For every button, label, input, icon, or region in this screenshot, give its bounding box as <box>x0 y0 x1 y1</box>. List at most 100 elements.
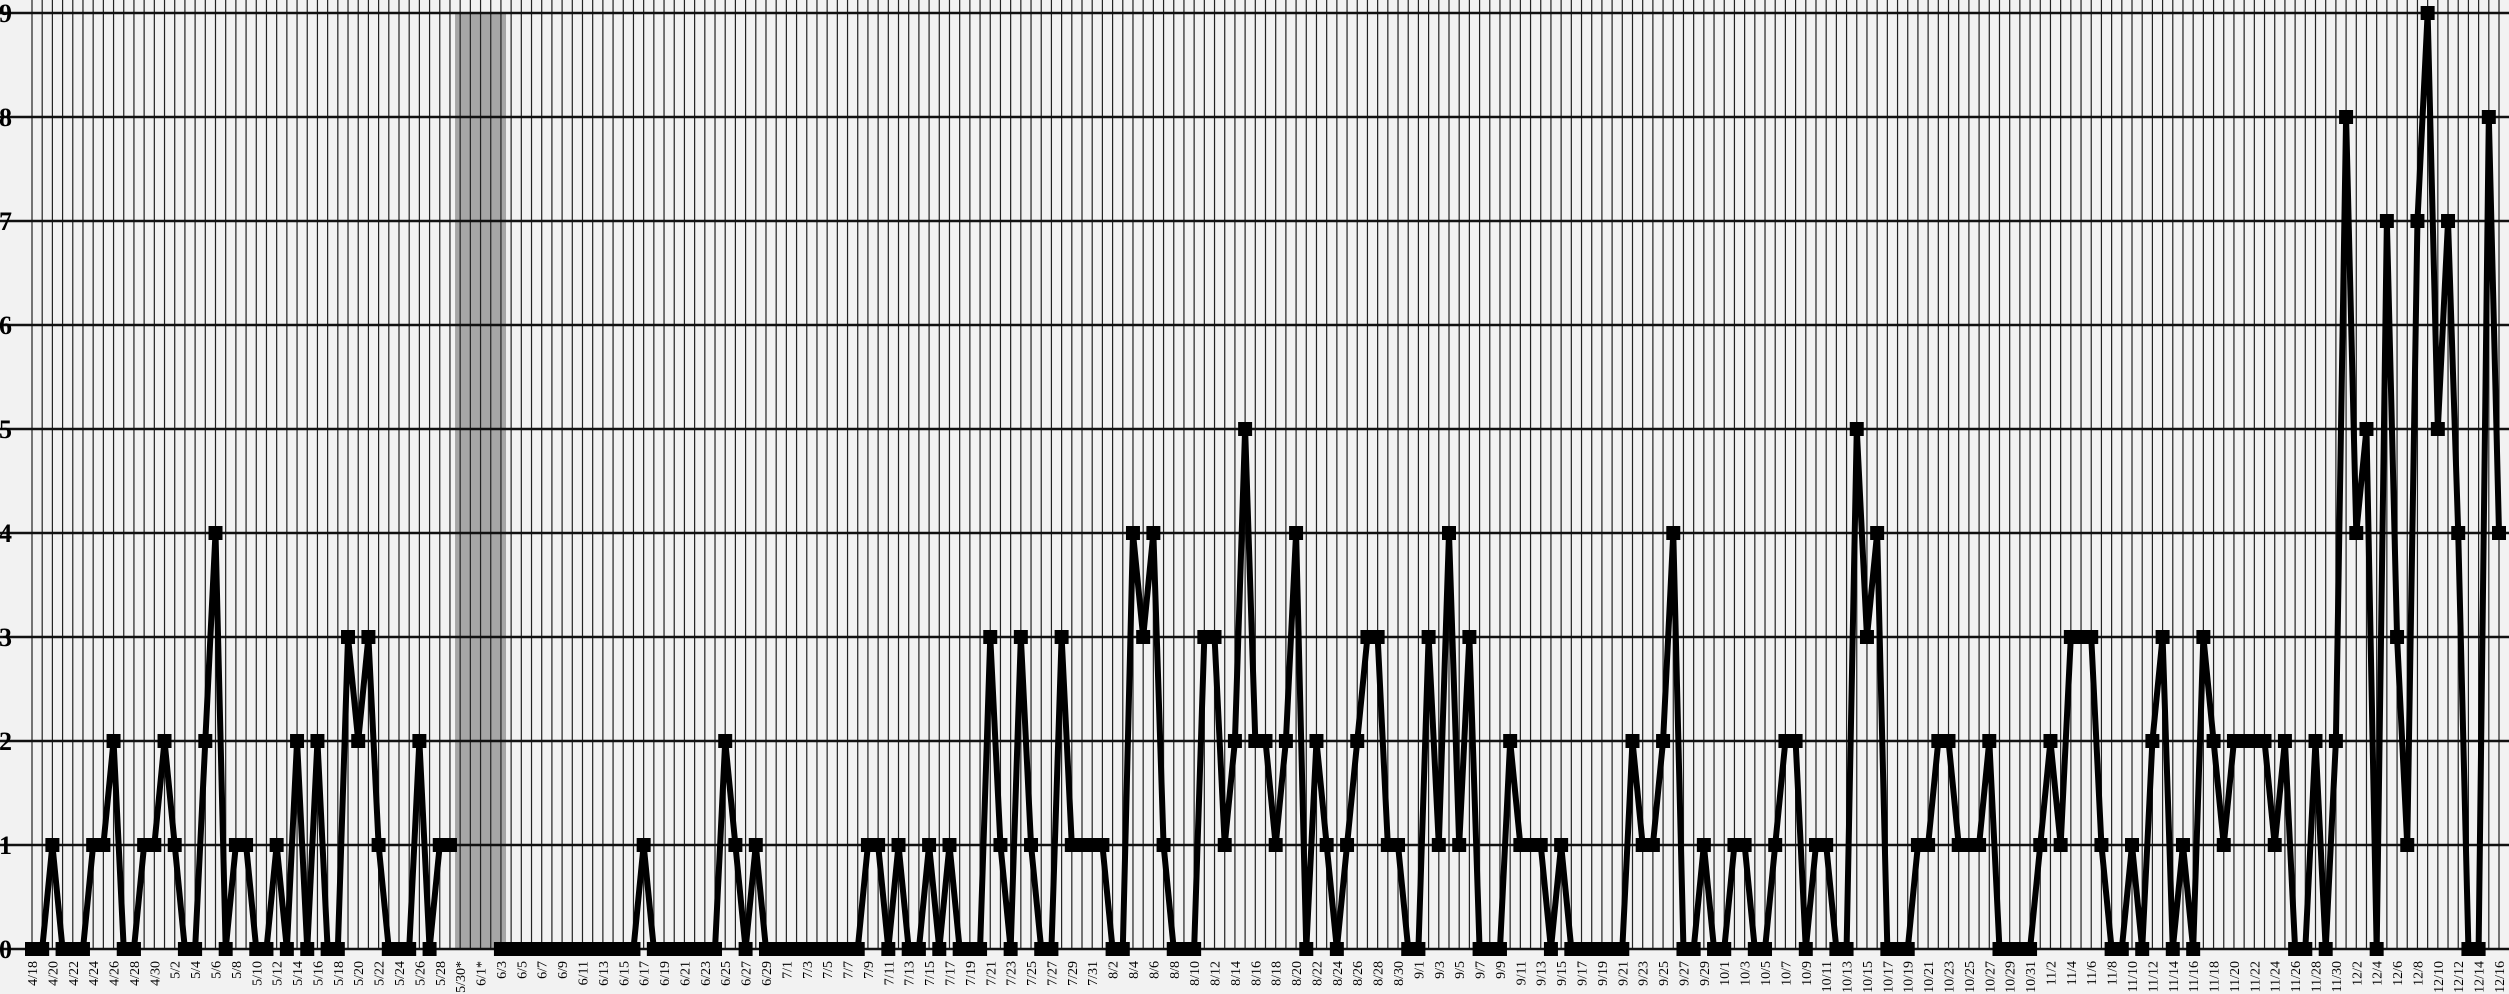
data-marker <box>1156 838 1171 852</box>
data-marker <box>2400 838 2415 852</box>
data-marker <box>167 838 182 852</box>
x-tick-label: 7/29 <box>1066 961 1081 986</box>
x-tick-label: 10/5 <box>1759 961 1774 986</box>
data-marker <box>2186 942 2201 956</box>
x-tick-label: 8/28 <box>1372 961 1387 986</box>
x-tick-label: 7/7 <box>842 961 857 979</box>
x-tick-label: 8/8 <box>1168 961 1183 979</box>
x-tick-label: 9/29 <box>1698 961 1713 986</box>
x-tick-label: 11/12 <box>2146 961 2161 992</box>
y-tick-label: 2 <box>0 727 12 756</box>
data-marker <box>718 734 733 748</box>
x-tick-label: 10/11 <box>1820 961 1835 992</box>
y-tick-label: 5 <box>0 415 12 444</box>
x-tick-label: 10/15 <box>1861 961 1876 993</box>
data-marker <box>1717 942 1732 956</box>
x-tick-label: 10/7 <box>1779 961 1794 986</box>
x-tick-label: 4/30 <box>148 961 163 986</box>
data-marker <box>371 838 386 852</box>
x-tick-label: 4/28 <box>128 961 143 986</box>
x-tick-label: 5/24 <box>393 961 408 986</box>
x-tick-label: 9/21 <box>1616 961 1631 986</box>
data-marker <box>911 942 926 956</box>
data-marker <box>1115 942 1130 956</box>
x-tick-label: 6/13 <box>597 961 612 986</box>
data-marker <box>738 942 753 956</box>
x-tick-label: 5/10 <box>250 961 265 986</box>
x-tick-label: 10/31 <box>2024 961 2039 993</box>
data-marker <box>1411 942 1426 956</box>
y-tick-label: 9 <box>0 0 12 28</box>
data-marker <box>1013 630 1028 644</box>
data-marker <box>1768 838 1783 852</box>
data-marker <box>1788 734 1803 748</box>
data-marker <box>2410 214 2425 228</box>
data-marker <box>2318 942 2333 956</box>
x-tick-label: 10/9 <box>1800 961 1815 986</box>
data-marker <box>2359 422 2374 436</box>
data-marker <box>891 838 906 852</box>
data-marker <box>1615 942 1630 956</box>
data-marker <box>1370 630 1385 644</box>
x-tick-label: 12/2 <box>2350 961 2365 986</box>
data-marker <box>2481 110 2496 124</box>
y-tick-label: 4 <box>0 519 12 548</box>
x-tick-label: 4/26 <box>108 961 123 986</box>
x-tick-label: 9/15 <box>1555 961 1570 986</box>
data-marker <box>2339 110 2354 124</box>
data-marker <box>341 630 356 644</box>
x-tick-label: 5/12 <box>271 961 286 986</box>
data-marker <box>402 942 417 956</box>
data-marker <box>1543 942 1558 956</box>
data-marker <box>2206 734 2221 748</box>
data-marker <box>1391 838 1406 852</box>
y-tick-label: 6 <box>0 311 12 340</box>
data-marker <box>1819 838 1834 852</box>
data-marker <box>1921 838 1936 852</box>
x-tick-label: 10/1 <box>1718 961 1733 986</box>
data-marker <box>1003 942 1018 956</box>
x-tick-label: 11/28 <box>2310 961 2325 992</box>
x-tick-label: 10/27 <box>1983 961 1998 993</box>
data-marker <box>1492 942 1507 956</box>
x-tick-label: 5/2 <box>169 961 184 979</box>
data-marker <box>1686 942 1701 956</box>
data-marker <box>1125 526 1140 540</box>
x-tick-label: 11/24 <box>2269 961 2284 992</box>
data-marker <box>1238 422 1253 436</box>
data-marker <box>993 838 1008 852</box>
x-tick-label: 7/25 <box>1025 961 1040 986</box>
data-marker <box>2094 838 2109 852</box>
data-marker <box>2379 214 2394 228</box>
data-marker <box>2145 734 2160 748</box>
data-marker <box>983 630 998 644</box>
data-marker <box>1207 630 1222 644</box>
x-tick-label: 10/17 <box>1881 961 1896 993</box>
x-tick-label: 8/26 <box>1351 961 1366 986</box>
x-tick-label: 8/20 <box>1290 961 1305 986</box>
data-marker <box>239 838 254 852</box>
data-marker <box>1095 838 1110 852</box>
data-marker <box>1972 838 1987 852</box>
x-tick-label: 6/27 <box>740 961 755 986</box>
data-marker <box>1696 838 1711 852</box>
data-marker <box>1900 942 1915 956</box>
x-tick-label: 7/23 <box>1005 961 1020 986</box>
x-tick-label: 8/4 <box>1127 961 1142 979</box>
data-marker <box>1146 526 1161 540</box>
x-tick-label: 11/16 <box>2187 961 2202 992</box>
data-marker <box>1533 838 1548 852</box>
data-marker <box>1452 838 1467 852</box>
data-marker <box>2053 838 2068 852</box>
x-tick-label: 9/27 <box>1677 961 1692 986</box>
data-marker <box>442 838 457 852</box>
data-marker <box>636 838 651 852</box>
data-marker <box>1849 422 1864 436</box>
x-tick-label: 9/7 <box>1474 961 1489 979</box>
data-marker <box>1329 942 1344 956</box>
data-marker <box>2277 734 2292 748</box>
data-marker <box>2369 942 2384 956</box>
x-tick-label: 7/19 <box>964 961 979 986</box>
data-marker <box>748 838 763 852</box>
x-tick-label: 5/28 <box>434 961 449 986</box>
